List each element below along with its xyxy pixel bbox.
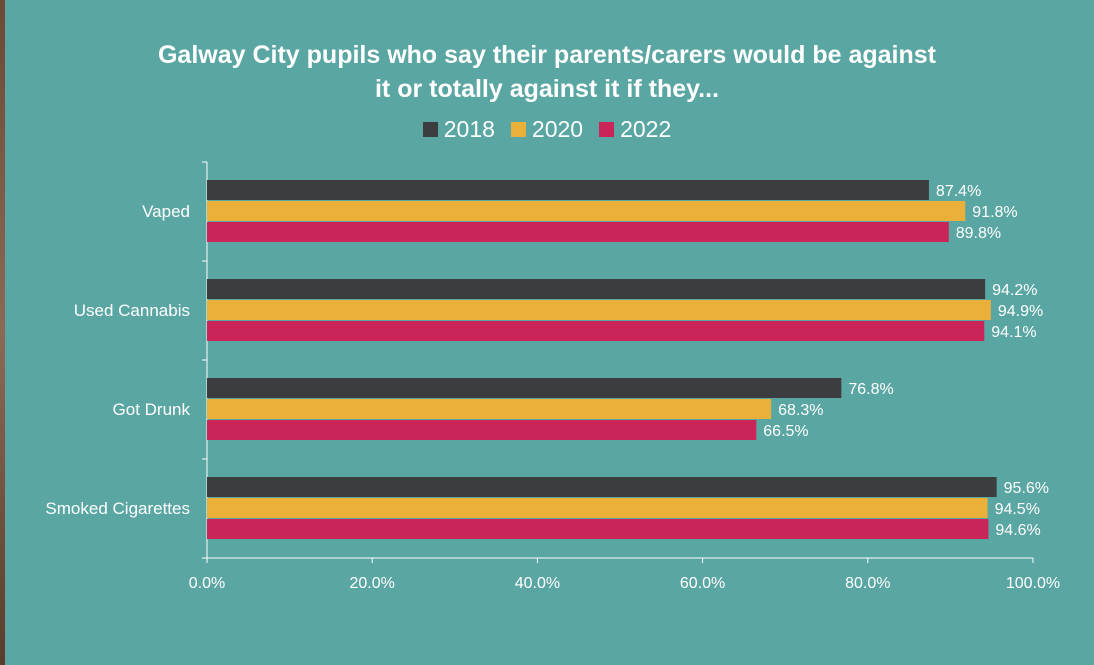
category-label-vaped: Vaped	[142, 202, 190, 221]
bar-smoked-cigarettes-2020	[207, 498, 988, 518]
category-label-got-drunk: Got Drunk	[113, 400, 191, 419]
x-tick-label: 60.0%	[680, 575, 725, 592]
x-tick-label: 80.0%	[845, 575, 890, 592]
bar-used-cannabis-2022	[207, 321, 985, 341]
category-label-smoked-cigarettes: Smoked Cigarettes	[45, 499, 190, 518]
x-tick-label: 0.0%	[189, 575, 225, 592]
bar-got-drunk-2020	[207, 399, 772, 419]
bar-vaped-2020	[207, 201, 966, 221]
data-label-got-drunk-2020: 68.3%	[778, 402, 823, 419]
bar-vaped-2018	[207, 180, 929, 200]
x-tick-label: 40.0%	[515, 575, 560, 592]
image-edge-strip	[0, 0, 5, 665]
data-label-vaped-2022: 89.8%	[956, 225, 1001, 242]
bar-used-cannabis-2020	[207, 300, 991, 320]
bar-smoked-cigarettes-2022	[207, 519, 989, 539]
chart-title-line-1: Galway City pupils who say their parents…	[157, 41, 936, 69]
data-label-used-cannabis-2022: 94.1%	[991, 324, 1036, 341]
data-label-smoked-cigarettes-2018: 95.6%	[1004, 480, 1049, 497]
legend-item-2020: 2020	[510, 116, 584, 143]
category-label-used-cannabis: Used Cannabis	[74, 301, 190, 320]
legend-label-2020: 2020	[531, 116, 584, 142]
legend-item-2022: 2022	[599, 116, 671, 143]
legend-label-2022: 2022	[620, 116, 672, 142]
bar-vaped-2022	[207, 222, 949, 242]
legend-item-2018: 2018	[422, 116, 495, 143]
chart-title-line-2: it or totally against it if they...	[374, 75, 720, 103]
data-label-used-cannabis-2018: 94.2%	[992, 282, 1037, 299]
legend-swatch-2022	[599, 122, 615, 137]
bar-used-cannabis-2018	[207, 279, 986, 299]
data-label-got-drunk-2018: 76.8%	[848, 381, 893, 398]
legend-swatch-2018	[422, 122, 438, 137]
bar-got-drunk-2022	[207, 420, 757, 440]
data-label-smoked-cigarettes-2020: 94.5%	[995, 501, 1040, 518]
chart-legend: 2018 2020 2022	[0, 116, 1094, 143]
legend-swatch-2020	[510, 122, 526, 137]
data-label-vaped-2020: 91.8%	[972, 204, 1017, 221]
data-label-smoked-cigarettes-2022: 94.6%	[995, 522, 1040, 539]
data-label-used-cannabis-2020: 94.9%	[998, 303, 1043, 320]
data-label-vaped-2018: 87.4%	[936, 183, 981, 200]
bar-smoked-cigarettes-2018	[207, 477, 997, 497]
data-label-got-drunk-2022: 66.5%	[763, 423, 808, 440]
legend-label-2018: 2018	[443, 116, 495, 142]
bar-got-drunk-2018	[207, 378, 842, 398]
chart-title: Galway City pupils who say their parents…	[0, 38, 1094, 106]
x-tick-label: 20.0%	[350, 575, 395, 592]
x-tick-label: 100.0%	[1006, 575, 1060, 592]
